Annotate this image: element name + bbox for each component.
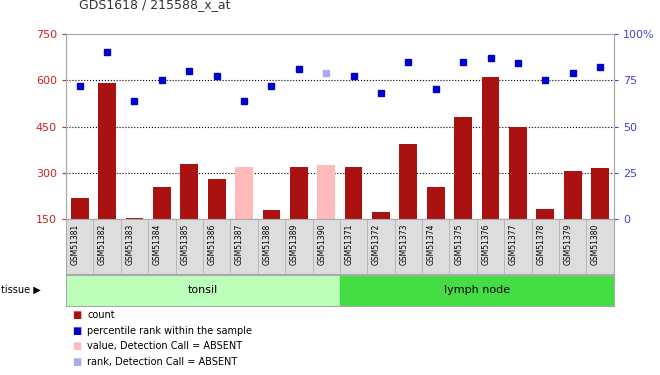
Bar (235, 167, 253, 219)
Bar (125, 218, 143, 219)
Text: GSM51385: GSM51385 (180, 224, 189, 265)
Bar (591, 168, 609, 219)
Text: ■: ■ (73, 310, 82, 320)
Text: GSM51381: GSM51381 (71, 224, 80, 265)
Bar (317, 165, 335, 219)
Text: GSM51378: GSM51378 (537, 224, 545, 265)
Bar (372, 211, 390, 219)
Bar (290, 167, 308, 219)
Bar (537, 209, 554, 219)
Text: GSM51376: GSM51376 (482, 224, 490, 265)
Text: GSM51372: GSM51372 (372, 224, 381, 265)
Text: GSM51389: GSM51389 (290, 224, 299, 265)
Bar (454, 117, 472, 219)
Bar (71, 198, 88, 219)
Bar (208, 179, 226, 219)
Text: GSM51374: GSM51374 (427, 224, 436, 265)
Text: ■: ■ (73, 342, 82, 351)
Text: GSM51373: GSM51373 (399, 224, 409, 265)
Text: GSM51384: GSM51384 (153, 224, 162, 265)
Text: lymph node: lymph node (444, 285, 510, 295)
Text: GSM51377: GSM51377 (509, 224, 518, 265)
Text: GSM51386: GSM51386 (208, 224, 216, 265)
Text: GSM51371: GSM51371 (345, 224, 354, 265)
Bar (509, 127, 527, 219)
Text: value, Detection Call = ABSENT: value, Detection Call = ABSENT (87, 342, 242, 351)
Text: tonsil: tonsil (188, 285, 218, 295)
Text: GSM51390: GSM51390 (317, 224, 326, 265)
Text: percentile rank within the sample: percentile rank within the sample (87, 326, 252, 336)
Bar (180, 164, 198, 219)
Text: GSM51382: GSM51382 (98, 224, 107, 265)
Text: ■: ■ (73, 326, 82, 336)
Text: GSM51380: GSM51380 (591, 224, 600, 265)
Text: count: count (87, 310, 115, 320)
Text: GDS1618 / 215588_x_at: GDS1618 / 215588_x_at (79, 0, 231, 11)
Text: GSM51379: GSM51379 (564, 224, 573, 265)
Bar (427, 187, 445, 219)
Bar (66, 275, 340, 306)
Text: rank, Detection Call = ABSENT: rank, Detection Call = ABSENT (87, 357, 238, 367)
Text: GSM51387: GSM51387 (235, 224, 244, 265)
Text: GSM51388: GSM51388 (263, 224, 271, 265)
Text: ■: ■ (73, 357, 82, 367)
Bar (399, 144, 417, 219)
Bar (98, 83, 116, 219)
Bar (263, 210, 280, 219)
Text: GSM51375: GSM51375 (454, 224, 463, 265)
Bar (564, 171, 581, 219)
Text: GSM51383: GSM51383 (125, 224, 135, 265)
Bar (153, 187, 171, 219)
Bar (340, 275, 614, 306)
Bar (482, 77, 500, 219)
Bar (345, 167, 362, 219)
Text: tissue ▶: tissue ▶ (1, 285, 41, 295)
